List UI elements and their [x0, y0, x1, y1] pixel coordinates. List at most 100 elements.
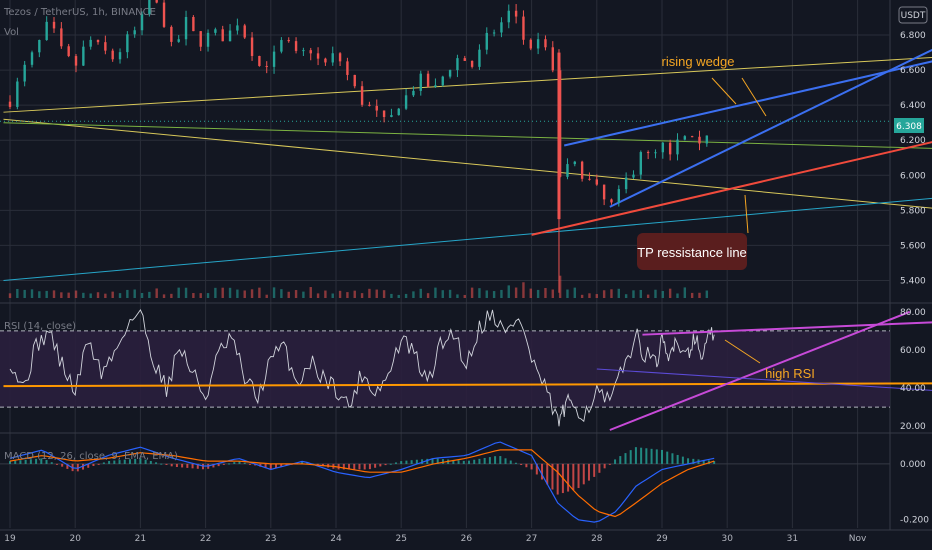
candle-body [485, 32, 488, 50]
macd-tick-label: 0.000 [900, 460, 926, 470]
volume-bar [309, 287, 312, 298]
candle-body [529, 39, 532, 49]
x-tick-label: 27 [526, 534, 537, 544]
macd-histogram-bar [212, 463, 215, 468]
macd-histogram-bar [45, 459, 48, 464]
price-tick-label: 6.600 [900, 66, 926, 76]
volume-bar [375, 289, 378, 298]
macd-histogram-bar [217, 463, 220, 467]
macd-histogram-bar [640, 447, 643, 464]
macd-histogram-bar [160, 463, 163, 465]
rising-wedge-label: rising wedge [662, 54, 735, 69]
macd-histogram-bar [275, 463, 278, 469]
candle-body [478, 49, 481, 67]
volume-bar [192, 293, 195, 298]
macd-histogram-bar [598, 463, 601, 473]
macd-histogram-bar [170, 463, 173, 467]
x-tick-label: 23 [265, 534, 276, 544]
macd-histogram-bar [108, 460, 111, 464]
macd-histogram-bar [676, 454, 679, 464]
candle-body [434, 85, 437, 87]
volume-bar [316, 293, 320, 298]
volume-bar [500, 289, 503, 298]
x-tick-label: 25 [395, 534, 406, 544]
macd-histogram-bar [123, 459, 126, 464]
macd-signal-line [9, 449, 715, 518]
macd-histogram-bar [139, 458, 142, 464]
volume-bar [705, 290, 709, 298]
macd-histogram-bar [181, 463, 184, 468]
volume-bar [111, 291, 114, 298]
volume-bar [74, 290, 78, 298]
volume-bar [617, 288, 621, 298]
macd-histogram-bar [128, 459, 131, 464]
candle-body [140, 14, 144, 31]
currency-badge[interactable] [898, 6, 928, 24]
macd-histogram-bar [400, 461, 403, 464]
macd-histogram-bar [363, 463, 366, 470]
rsi-trendline-purple-line [596, 368, 932, 391]
high-rsi-label: high RSI [765, 366, 815, 381]
volume-bar [676, 293, 679, 298]
price-tick-label: 6.800 [900, 31, 926, 41]
macd-histogram-bar [243, 462, 246, 464]
candle-body [441, 76, 444, 86]
macd-histogram-bar [629, 450, 632, 464]
candle-body [60, 28, 63, 47]
volume-bar [646, 294, 650, 298]
price-tick-label: 5.400 [900, 276, 926, 286]
candle-body [404, 95, 408, 109]
volume-bar [214, 287, 217, 298]
candle-body [236, 25, 239, 31]
candle-body [456, 58, 459, 71]
candle-body [654, 152, 657, 154]
macd-histogram-bar [19, 460, 22, 464]
volume-bar [368, 288, 371, 298]
macd-histogram-bar [118, 460, 121, 464]
macd-histogram-bar [238, 461, 241, 464]
candle-body [536, 39, 540, 49]
volume-bar [82, 292, 85, 298]
candle-body [683, 136, 687, 140]
macd-histogram-bar [671, 453, 674, 464]
volume-bar [668, 288, 672, 298]
high-rsi-arrow [724, 339, 761, 364]
x-tick-label: 30 [721, 534, 733, 544]
volume-bar [258, 287, 261, 298]
volume-bar [514, 287, 518, 298]
candle-body [551, 47, 554, 71]
macd-histogram-bar [379, 463, 382, 467]
volume-bar [580, 294, 584, 298]
macd-histogram-bar [692, 458, 695, 464]
candle-body [448, 70, 452, 77]
price-tick-label: 6.400 [900, 101, 926, 111]
volume-bar [148, 291, 151, 298]
macd-histogram-bar [165, 463, 168, 465]
volume-bar [265, 294, 268, 298]
macd-histogram-bar [473, 459, 476, 464]
volume-bar [470, 287, 474, 298]
volume-bar [419, 288, 422, 298]
candle-body [668, 142, 672, 155]
macd-histogram-bar [452, 459, 455, 464]
rsi-pane-title: RSI (14, close) [4, 321, 76, 332]
macd-histogram-bar [421, 459, 424, 464]
volume-bar [30, 289, 34, 298]
volume-bar [206, 293, 210, 298]
price-candles [8, 0, 709, 293]
macd-pane-title: MACD (12, 26, close, 9, EMA, EMA) [4, 451, 178, 462]
candle-body [617, 189, 621, 203]
trendline-green-line [3, 122, 932, 149]
candle-body [412, 90, 415, 96]
price-trendlines[interactable] [0, 39, 932, 281]
macd-histogram-bar [394, 462, 397, 464]
macd-histogram-bar [228, 463, 231, 465]
macd-histogram-bar [384, 463, 387, 466]
x-tick-label: Nov [849, 534, 867, 544]
volume-bar [118, 293, 122, 298]
macd-histogram-bar [102, 462, 105, 464]
macd-histogram-bar [530, 463, 533, 470]
candle-body [272, 51, 276, 67]
